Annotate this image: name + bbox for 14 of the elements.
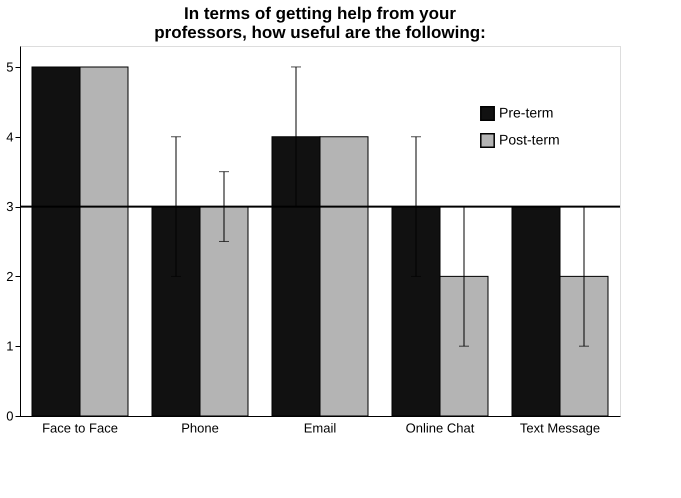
legend-label: Pre-term xyxy=(499,104,554,120)
x-tick-label: Online Chat xyxy=(406,420,475,436)
y-tick-label: 3 xyxy=(6,199,14,214)
y-tick-label: 4 xyxy=(6,129,14,144)
y-tick-label: 0 xyxy=(6,408,14,424)
y-tick-label: 5 xyxy=(6,59,14,74)
chart-title: In terms of getting help from your professors, how useful are the following: xyxy=(154,4,486,42)
x-tick-label: Face to Face xyxy=(42,420,118,436)
x-tick-label: Text Message xyxy=(520,420,600,436)
x-tick-label: Phone xyxy=(181,420,219,436)
y-tick-label: 1 xyxy=(6,338,14,354)
y-tick-label: 2 xyxy=(6,268,14,284)
x-tick-label: Email xyxy=(304,420,336,436)
legend-label: Post-term xyxy=(499,132,560,148)
